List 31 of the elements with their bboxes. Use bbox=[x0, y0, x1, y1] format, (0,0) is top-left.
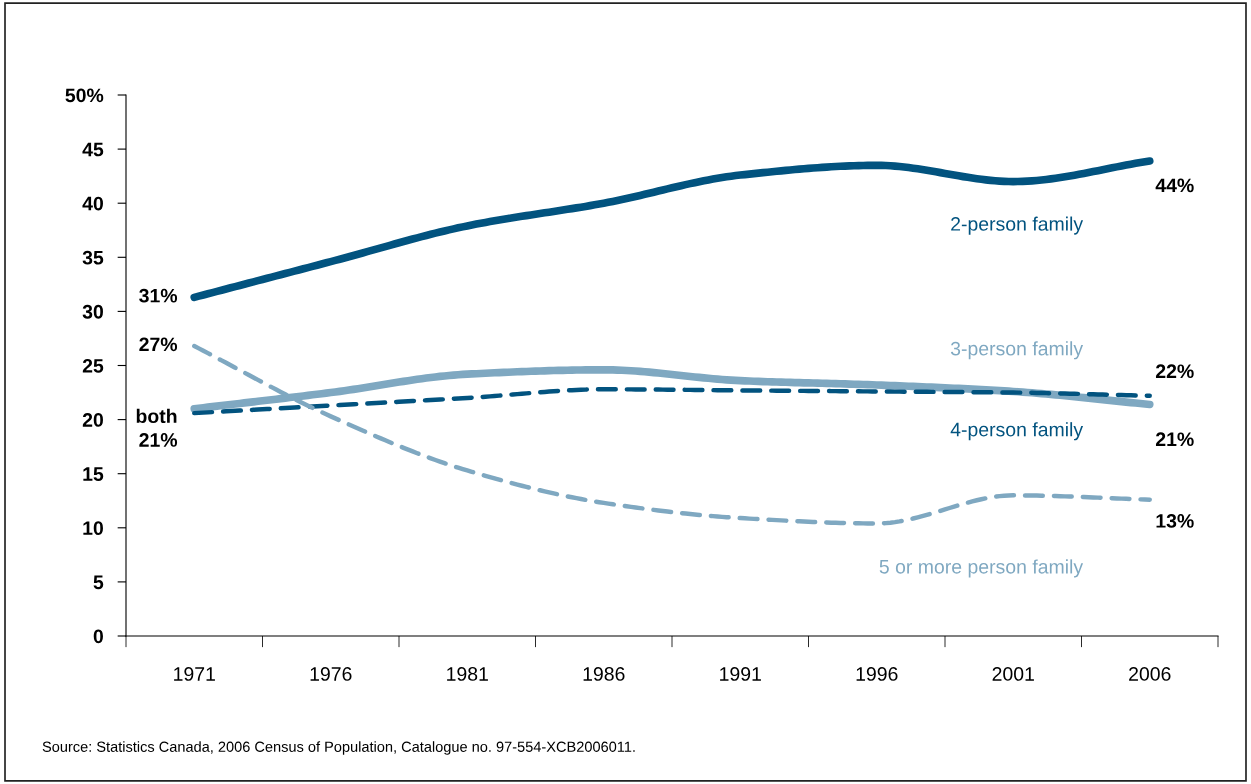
source-note: Source: Statistics Canada, 2006 Census of Population, Catalogue no. 97-554-XCB2006011. bbox=[42, 741, 635, 755]
y-tick-label: 30 bbox=[82, 304, 103, 319]
data-label: 44% bbox=[1155, 178, 1194, 193]
data-label: 31% bbox=[139, 288, 178, 303]
y-tick-label: 15 bbox=[83, 467, 104, 481]
y-tick-label: 45 bbox=[82, 142, 104, 157]
y-tick-label: 0 bbox=[93, 629, 103, 644]
x-tick-label: 1986 bbox=[583, 667, 625, 681]
y-tick-label: 20 bbox=[82, 413, 103, 427]
y-tick-label: 50% bbox=[65, 88, 104, 103]
series-label: 4-person family bbox=[950, 422, 1084, 441]
data-label: 21% bbox=[1155, 432, 1194, 447]
x-tick-label: 2001 bbox=[992, 667, 1034, 681]
text: 2-person family bbox=[951, 216, 1084, 235]
y-tick-label: 40 bbox=[82, 196, 103, 211]
y-tick-label: 10 bbox=[83, 521, 103, 536]
x-tick-label: 1981 bbox=[447, 667, 488, 681]
x-tick-label: 1996 bbox=[856, 667, 898, 681]
y-tick-label: 25 bbox=[82, 358, 104, 373]
data-label: 13% bbox=[1156, 514, 1194, 528]
x-tick-label: 1991 bbox=[720, 667, 761, 681]
x-tick-label: 2006 bbox=[1129, 667, 1171, 681]
data-label: 27% bbox=[139, 337, 178, 352]
x-tick-label: 1971 bbox=[174, 667, 215, 681]
data-label: 22% bbox=[1155, 364, 1194, 379]
x-tick-label: 1976 bbox=[310, 667, 352, 681]
y-tick-label: 35 bbox=[82, 250, 104, 265]
series-label: 5 or more person family bbox=[879, 559, 1084, 578]
series-label: 3-person family bbox=[950, 341, 1084, 360]
data-label: both 21% bbox=[136, 408, 178, 447]
y-tick-label: 5 bbox=[93, 575, 104, 590]
